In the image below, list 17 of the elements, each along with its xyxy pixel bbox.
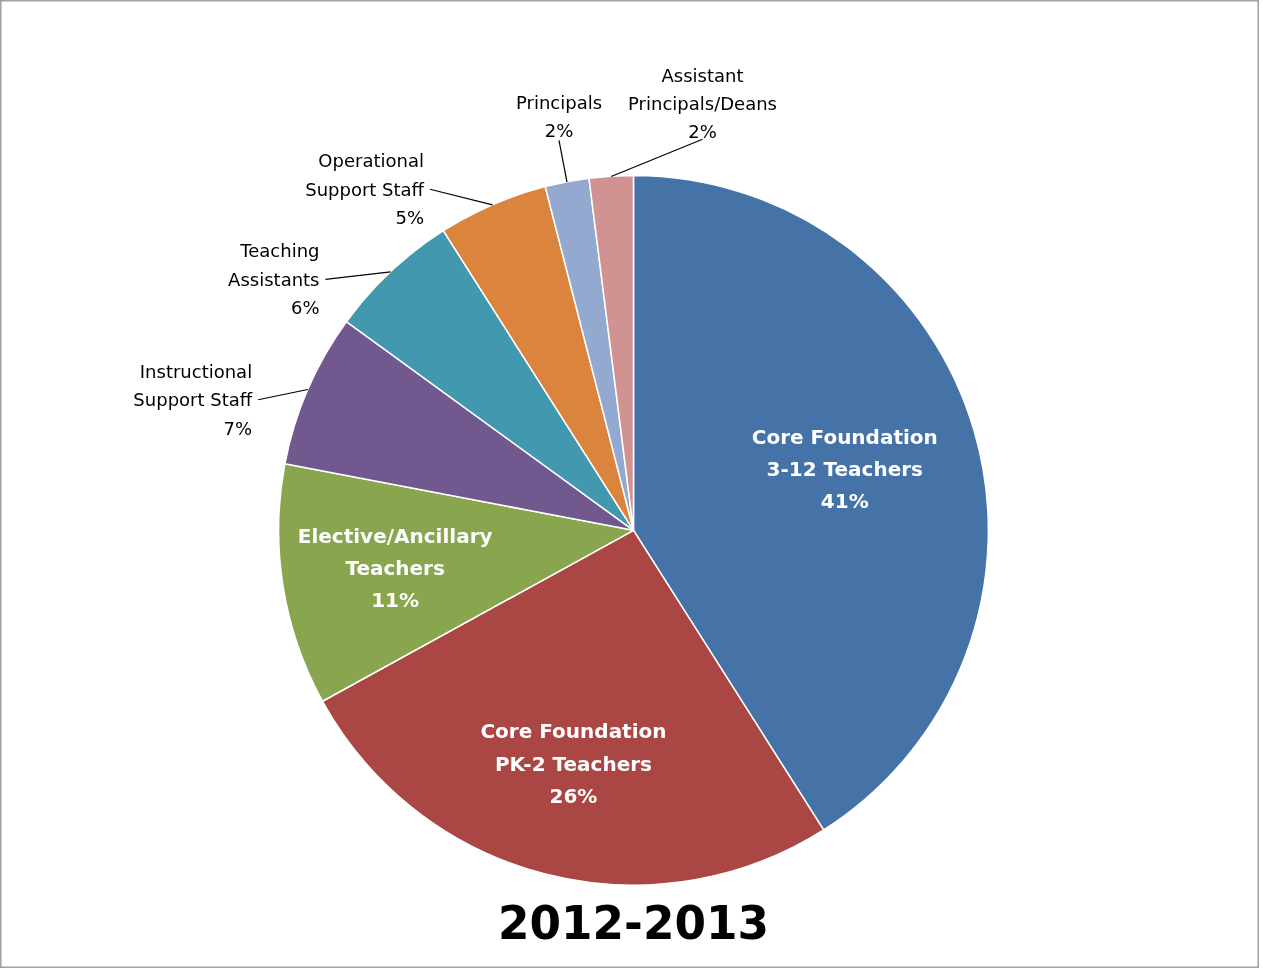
slice-label: Core Foundation 3-12 Teachers xyxy=(751,424,938,481)
slice-label: Operational Support Staff xyxy=(305,150,425,200)
slice-label: Instructional Support Staff xyxy=(133,360,253,411)
data-label: 26% xyxy=(549,784,598,809)
data-label: 6% xyxy=(290,297,320,319)
data-label: 5% xyxy=(395,207,424,229)
text: 2012-2013 xyxy=(497,896,770,950)
slice-label: Principals xyxy=(515,91,603,113)
slice-label: Assistant Principals/Deans xyxy=(628,64,777,114)
slice-label: Elective/Ancillary Teachers xyxy=(297,523,493,581)
data-label: 41% xyxy=(820,489,869,514)
slice-label: Teaching Assistants xyxy=(228,240,320,290)
data-label: 2% xyxy=(688,121,717,143)
slice-label: Core Foundation PK-2 Teachers xyxy=(480,719,667,776)
data-label: 7% xyxy=(223,417,253,439)
data-label: 11% xyxy=(371,588,420,613)
data-label: 2% xyxy=(544,120,574,142)
